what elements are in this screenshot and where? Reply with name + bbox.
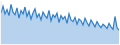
chart [0,0,120,45]
plot-area [1,4,119,44]
y-axis-line [1,1,2,44]
x-axis-line [1,44,119,45]
line [1,4,119,30]
area-fill [1,4,119,44]
